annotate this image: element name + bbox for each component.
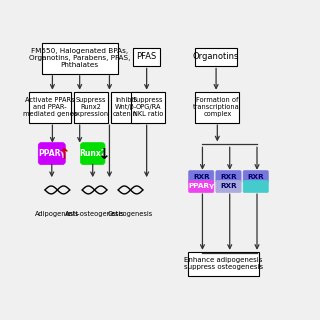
FancyBboxPatch shape [42, 43, 118, 74]
Text: Activate PPARs
and PPAR-
mediated genes: Activate PPARs and PPAR- mediated genes [23, 97, 77, 117]
Text: Anti-osteogenesis: Anti-osteogenesis [65, 211, 124, 217]
Text: Adipogenesis: Adipogenesis [35, 211, 80, 217]
FancyBboxPatch shape [188, 180, 214, 193]
FancyBboxPatch shape [243, 171, 268, 183]
FancyBboxPatch shape [133, 47, 160, 66]
Text: Organotins: Organotins [193, 52, 239, 61]
FancyBboxPatch shape [196, 47, 237, 66]
FancyBboxPatch shape [74, 92, 108, 123]
Text: ↑: ↑ [57, 147, 70, 162]
Text: Runx2: Runx2 [79, 149, 106, 158]
Text: RXR: RXR [220, 183, 237, 189]
FancyBboxPatch shape [196, 92, 239, 123]
Text: Suppress
OPG/RA
NKL ratio: Suppress OPG/RA NKL ratio [132, 97, 163, 117]
Text: PFAS: PFAS [137, 52, 157, 61]
FancyBboxPatch shape [131, 92, 165, 123]
FancyBboxPatch shape [38, 143, 65, 164]
FancyBboxPatch shape [111, 92, 140, 123]
Text: Osteogenesis: Osteogenesis [108, 211, 153, 217]
FancyBboxPatch shape [216, 180, 241, 193]
Text: PPARγ: PPARγ [38, 149, 66, 158]
FancyBboxPatch shape [29, 92, 70, 123]
Text: RXR: RXR [220, 174, 237, 180]
Text: FM550, Halogenated BPAs,
Organotins, Parabens, PFAS,
Phthalates: FM550, Halogenated BPAs, Organotins, Par… [29, 48, 130, 68]
FancyBboxPatch shape [80, 143, 105, 164]
Text: Suppress
Runx2
expression: Suppress Runx2 expression [73, 97, 109, 117]
Text: Enhance adipogenesis
suppress osteogenesis: Enhance adipogenesis suppress osteogenes… [184, 257, 263, 270]
FancyBboxPatch shape [188, 252, 259, 276]
Text: RXR: RXR [247, 174, 264, 180]
FancyBboxPatch shape [243, 180, 268, 193]
Text: PPARγ: PPARγ [188, 183, 214, 189]
Text: ↓: ↓ [97, 147, 110, 162]
Text: Inhibit
Wnt/β-
catenin: Inhibit Wnt/β- catenin [113, 97, 138, 117]
FancyBboxPatch shape [216, 171, 241, 183]
Text: RXR: RXR [193, 174, 210, 180]
Text: Formation of
transcriptional
complex: Formation of transcriptional complex [193, 97, 242, 117]
FancyBboxPatch shape [188, 171, 214, 183]
